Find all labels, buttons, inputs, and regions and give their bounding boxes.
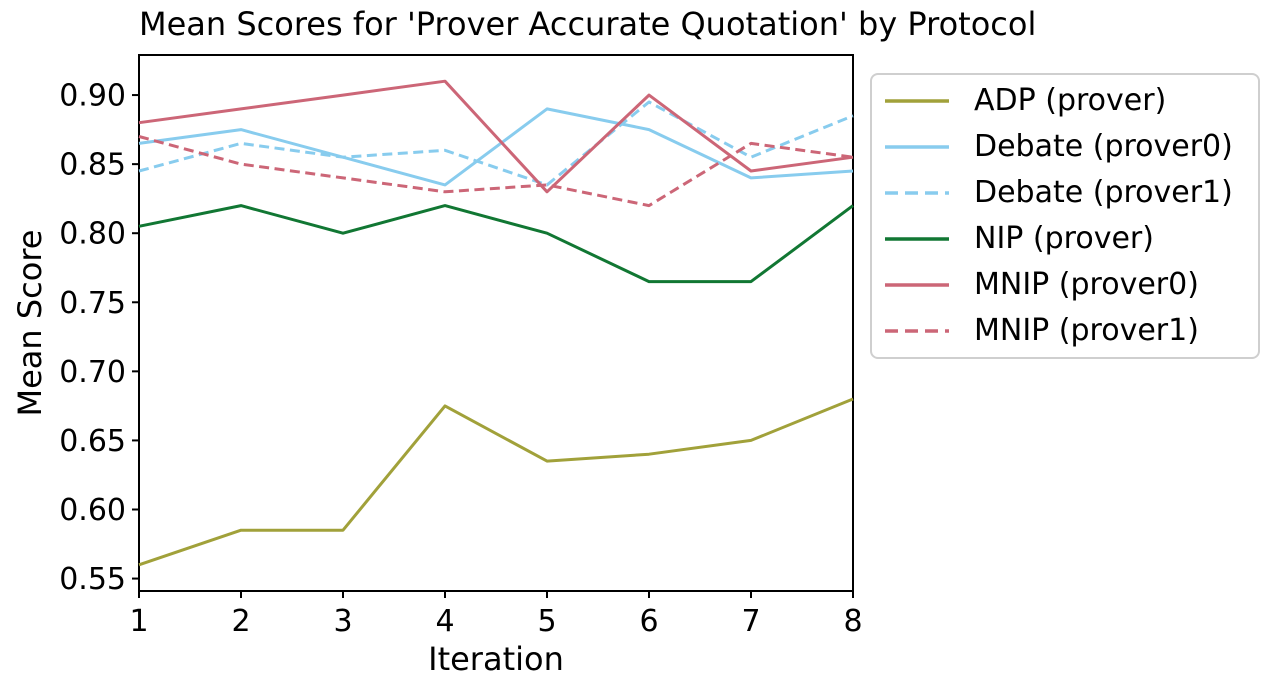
legend-item-nip-prover: NIP (prover) [872, 216, 1258, 262]
y-tick-label: 0.60 [59, 493, 126, 528]
legend: ADP (prover) Debate (prover0) Debate (pr… [870, 73, 1260, 359]
x-tick-label: 4 [435, 604, 454, 639]
x-tick-label: 8 [843, 604, 862, 639]
x-tick-label: 6 [639, 604, 658, 639]
x-tick-label: 3 [333, 604, 352, 639]
y-tick-label: 0.80 [59, 217, 126, 252]
y-tick-label: 0.65 [59, 424, 126, 459]
legend-item-debate-prover1: Debate (prover1) [872, 170, 1258, 216]
legend-swatch-mnip-prover0 [885, 283, 949, 287]
series-line-mnip-prover0 [138, 79, 854, 194]
series-line-debate-prover1 [138, 100, 854, 187]
series-line-mnip-prover1 [138, 135, 854, 208]
legend-item-mnip-prover0: MNIP (prover0) [872, 262, 1258, 308]
x-tick-label: 2 [231, 604, 250, 639]
legend-swatch-mnip-prover1 [885, 329, 949, 333]
y-tick-label: 0.75 [59, 286, 126, 321]
x-tick-label: 1 [129, 604, 148, 639]
series-line-nip-prover [138, 204, 854, 284]
y-tick-label: 0.90 [59, 79, 126, 114]
series-line-debate-prover0 [138, 107, 854, 187]
legend-label-debate-prover0: Debate (prover0) [974, 129, 1233, 164]
x-axis-label: Iteration [428, 640, 564, 678]
legend-item-mnip-prover1: MNIP (prover1) [872, 308, 1258, 354]
legend-swatch-debate-prover1 [885, 191, 949, 195]
y-tick-label: 0.85 [59, 148, 126, 183]
legend-item-debate-prover0: Debate (prover0) [872, 124, 1258, 170]
legend-swatch-adp-prover [885, 99, 949, 103]
legend-label-nip-prover: NIP (prover) [974, 221, 1154, 256]
legend-item-adp-prover: ADP (prover) [872, 78, 1258, 124]
x-tick-label: 7 [741, 604, 760, 639]
y-tick-label: 0.55 [59, 562, 126, 597]
legend-label-adp-prover: ADP (prover) [974, 83, 1167, 118]
legend-swatch-debate-prover0 [885, 145, 949, 149]
legend-label-mnip-prover1: MNIP (prover1) [974, 313, 1199, 348]
legend-label-mnip-prover0: MNIP (prover0) [974, 267, 1199, 302]
series-line-adp-prover [138, 397, 854, 567]
y-tick-label: 0.70 [59, 355, 126, 390]
y-axis-label: Mean Score [11, 229, 49, 417]
legend-swatch-nip-prover [885, 237, 949, 241]
x-tick-label: 5 [537, 604, 556, 639]
legend-label-debate-prover1: Debate (prover1) [974, 175, 1233, 210]
axes-frame [138, 54, 854, 592]
